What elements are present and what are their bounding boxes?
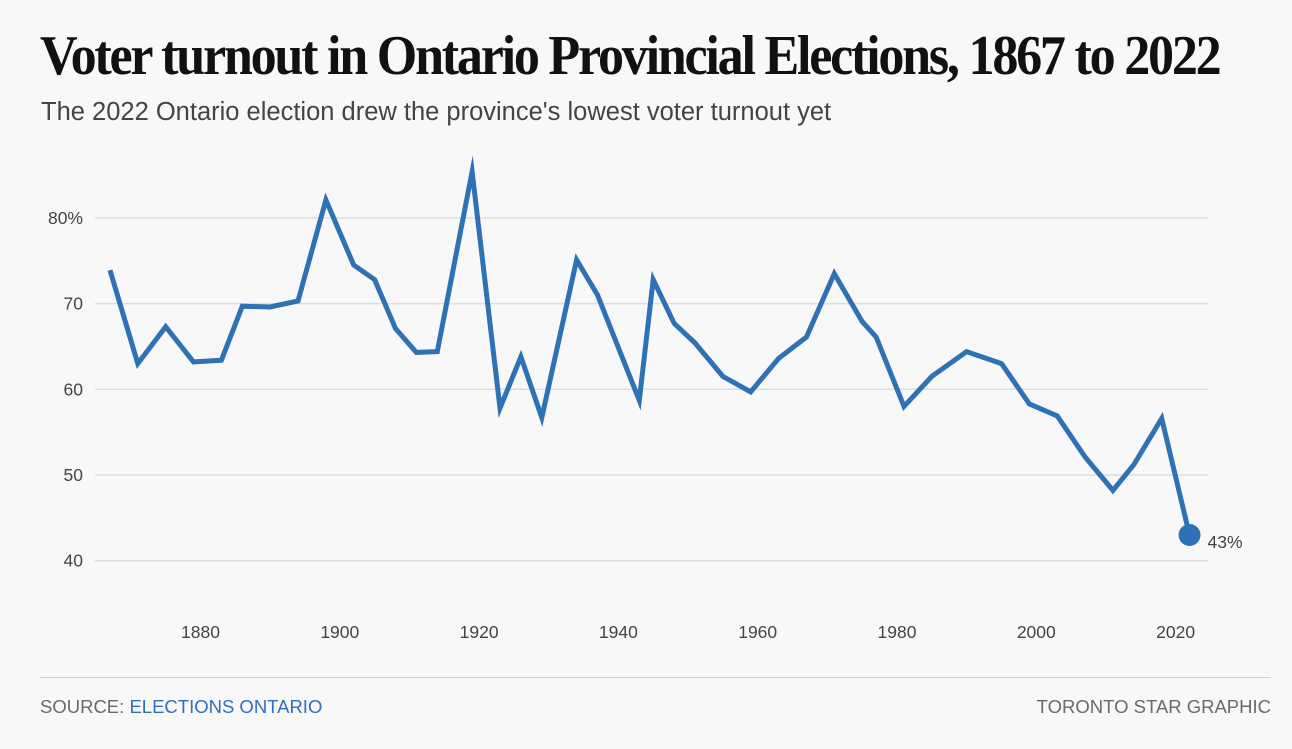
endpoint-value-label: 43% bbox=[1208, 532, 1243, 552]
data-point-1955 bbox=[720, 374, 725, 379]
data-point-2011 bbox=[1110, 488, 1115, 493]
y-tick-label-80: 80% bbox=[48, 208, 83, 228]
data-point-1951 bbox=[693, 341, 698, 346]
y-tick-label-70: 70 bbox=[64, 294, 84, 314]
data-point-1911 bbox=[414, 350, 419, 355]
data-point-1914 bbox=[435, 349, 440, 354]
y-tick-label-50: 50 bbox=[64, 465, 84, 485]
data-point-1977 bbox=[874, 335, 879, 340]
data-point-1975 bbox=[860, 319, 865, 324]
data-point-1959 bbox=[748, 389, 753, 394]
data-point-1929 bbox=[539, 415, 544, 420]
source-credit: SOURCE: ELECTIONS ONTARIO bbox=[40, 696, 322, 718]
data-point-1871 bbox=[135, 361, 140, 366]
data-point-1926 bbox=[518, 354, 523, 359]
graphic-credit: TORONTO STAR GRAPHIC bbox=[1036, 696, 1271, 717]
data-point-2014 bbox=[1131, 462, 1136, 467]
series-layer bbox=[107, 155, 1192, 536]
chart-subtitle: The 2022 Ontario election drew the provi… bbox=[41, 98, 832, 126]
chart-title: Voter turnout in Ontario Provincial Elec… bbox=[40, 25, 1222, 87]
data-point-1898 bbox=[323, 197, 328, 202]
y-tick-label-60: 60 bbox=[64, 379, 84, 399]
x-tick-label-1900: 1900 bbox=[320, 622, 359, 642]
data-point-1981 bbox=[901, 404, 906, 409]
x-tick-label-2000: 2000 bbox=[1017, 622, 1056, 642]
data-point-2003 bbox=[1055, 413, 1060, 418]
data-point-1999 bbox=[1027, 401, 1032, 406]
data-point-1905 bbox=[372, 277, 377, 282]
y-axis-tick-labels: 40 50 60 70 80% bbox=[48, 208, 83, 571]
data-point-1879 bbox=[191, 359, 196, 364]
data-point-1948 bbox=[672, 321, 677, 326]
data-point-1908 bbox=[393, 326, 398, 331]
data-point-1923 bbox=[497, 406, 502, 411]
data-point-1995 bbox=[999, 361, 1004, 366]
data-point-2007 bbox=[1083, 455, 1088, 460]
data-point-1894 bbox=[296, 299, 301, 304]
x-axis-tick-labels: 1880 1900 1920 1940 1960 1980 2000 2020 bbox=[181, 622, 1195, 642]
data-point-1945 bbox=[651, 277, 656, 282]
data-point-1943 bbox=[637, 398, 642, 403]
x-tick-label-1980: 1980 bbox=[878, 622, 917, 642]
source-prefix: SOURCE: bbox=[40, 696, 130, 717]
x-tick-label-1880: 1880 bbox=[181, 622, 220, 642]
data-point-1919 bbox=[470, 169, 475, 174]
data-point-1902 bbox=[351, 263, 356, 268]
annotation-layer: 43% bbox=[1178, 523, 1243, 552]
data-point-1985 bbox=[929, 374, 934, 379]
footer-divider bbox=[40, 677, 1271, 678]
series-line-turnout bbox=[107, 155, 1192, 536]
data-point-1967 bbox=[804, 335, 809, 340]
source-link[interactable]: ELECTIONS ONTARIO bbox=[129, 696, 323, 717]
data-point-2018 bbox=[1159, 416, 1164, 421]
data-point-1867 bbox=[107, 268, 112, 273]
x-tick-label-1960: 1960 bbox=[738, 622, 777, 642]
data-point-1886 bbox=[240, 304, 245, 309]
x-tick-label-2020: 2020 bbox=[1156, 622, 1195, 642]
endpoint-marker-2022 bbox=[1178, 523, 1201, 546]
x-tick-label-1920: 1920 bbox=[460, 622, 499, 642]
data-point-1990 bbox=[964, 349, 969, 354]
y-tick-label-40: 40 bbox=[64, 551, 84, 571]
data-point-1934 bbox=[574, 257, 579, 262]
data-point-1963 bbox=[776, 356, 781, 361]
data-point-1937 bbox=[595, 293, 600, 298]
data-point-1875 bbox=[163, 324, 168, 329]
data-point-1890 bbox=[268, 305, 273, 310]
x-tick-label-1940: 1940 bbox=[599, 622, 638, 642]
gridlines bbox=[95, 217, 1208, 562]
data-point-1971 bbox=[832, 271, 837, 276]
data-point-1883 bbox=[219, 358, 224, 363]
